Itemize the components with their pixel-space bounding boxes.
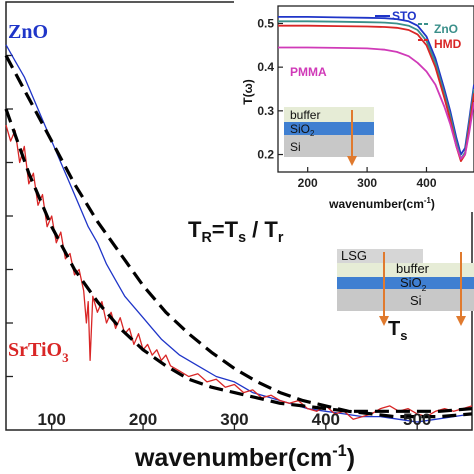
inset-x-tick-label-400: 400: [416, 176, 436, 190]
inset-x-tick-label-200: 200: [298, 176, 318, 190]
inset-chart: buffer SiO2 Si 200 300 400 0.2 0.3 0.4 0.5 STO…: [241, 5, 474, 211]
main-x-tick-label-300: 300: [220, 410, 248, 429]
main-x-tick-label-400: 400: [312, 410, 340, 429]
inset-y-tick-label-0.5: 0.5: [257, 16, 274, 30]
inset-y-tick-label-0.4: 0.4: [257, 60, 274, 74]
main-y-ticks: [6, 54, 13, 378]
legend-label-zno: ZnO: [434, 22, 458, 36]
inset-y-tick-label-0.3: 0.3: [257, 104, 274, 118]
buffer-layer: [337, 263, 474, 277]
sample-stack-schematic: LSG buffer SiO2 Si: [337, 248, 474, 326]
main-series-fit-upper: [4, 54, 473, 419]
inset-ticks: 200 300 400 0.2 0.3 0.4 0.5: [257, 16, 437, 190]
main-x-tick-label-200: 200: [129, 410, 157, 429]
main-x-tick-label-500: 500: [403, 410, 431, 429]
sio2-label: SiO2: [400, 275, 427, 293]
inset-sio2-label: SiO2: [290, 122, 314, 138]
lsg-label: LSG: [341, 248, 367, 263]
main-x-axis-label: wavenumber(cm-1): [134, 442, 355, 472]
inset-series-hmd: [278, 24, 474, 163]
sio2-layer: [337, 277, 474, 289]
lsg-layer: [337, 249, 423, 263]
inset-y-tick-label-0.2: 0.2: [257, 148, 274, 162]
pmma-series-label: PMMA: [290, 65, 327, 79]
main-series-srtio3: [5, 124, 473, 420]
main-x-tick-label-100: 100: [37, 410, 65, 429]
legend-label-sto: STO: [392, 9, 416, 23]
buffer-label: buffer: [396, 261, 430, 276]
inset-stack-schematic: buffer SiO2 Si: [284, 107, 374, 166]
inset-series-pmma: [278, 46, 474, 160]
srtio3-series-label: SrTiO3: [8, 339, 69, 365]
ts-label: Ts: [388, 318, 407, 343]
inset-beam-arrow-head: [347, 156, 357, 166]
beam-arrow-sample-head: [379, 316, 389, 326]
inset-x-tick-label-300: 300: [357, 176, 377, 190]
transmission-ratio-equation: TR=Ts / Tr: [188, 217, 284, 246]
main-series-group: [4, 44, 473, 423]
inset-x-axis-label: wavenumber(cm-1): [328, 196, 435, 211]
zno-series-label: ZnO: [8, 21, 48, 43]
inset-y-axis-label: T(ω): [241, 79, 255, 104]
main-x-ticks: [51, 423, 418, 430]
main-x-tick-labels: 100 200 300 400 500: [37, 410, 431, 429]
legend-label-hmd: HMD: [434, 37, 462, 51]
inset-buffer-label: buffer: [290, 108, 320, 122]
inset-si-label: Si: [290, 140, 301, 154]
inset-legend: STO ZnO HMD: [375, 9, 462, 51]
inset-series-sto: [278, 15, 474, 156]
si-label: Si: [410, 293, 422, 308]
beam-arrow-reference-head: [456, 316, 466, 326]
si-layer: [337, 289, 474, 311]
main-series-fit-lower: [4, 108, 473, 413]
